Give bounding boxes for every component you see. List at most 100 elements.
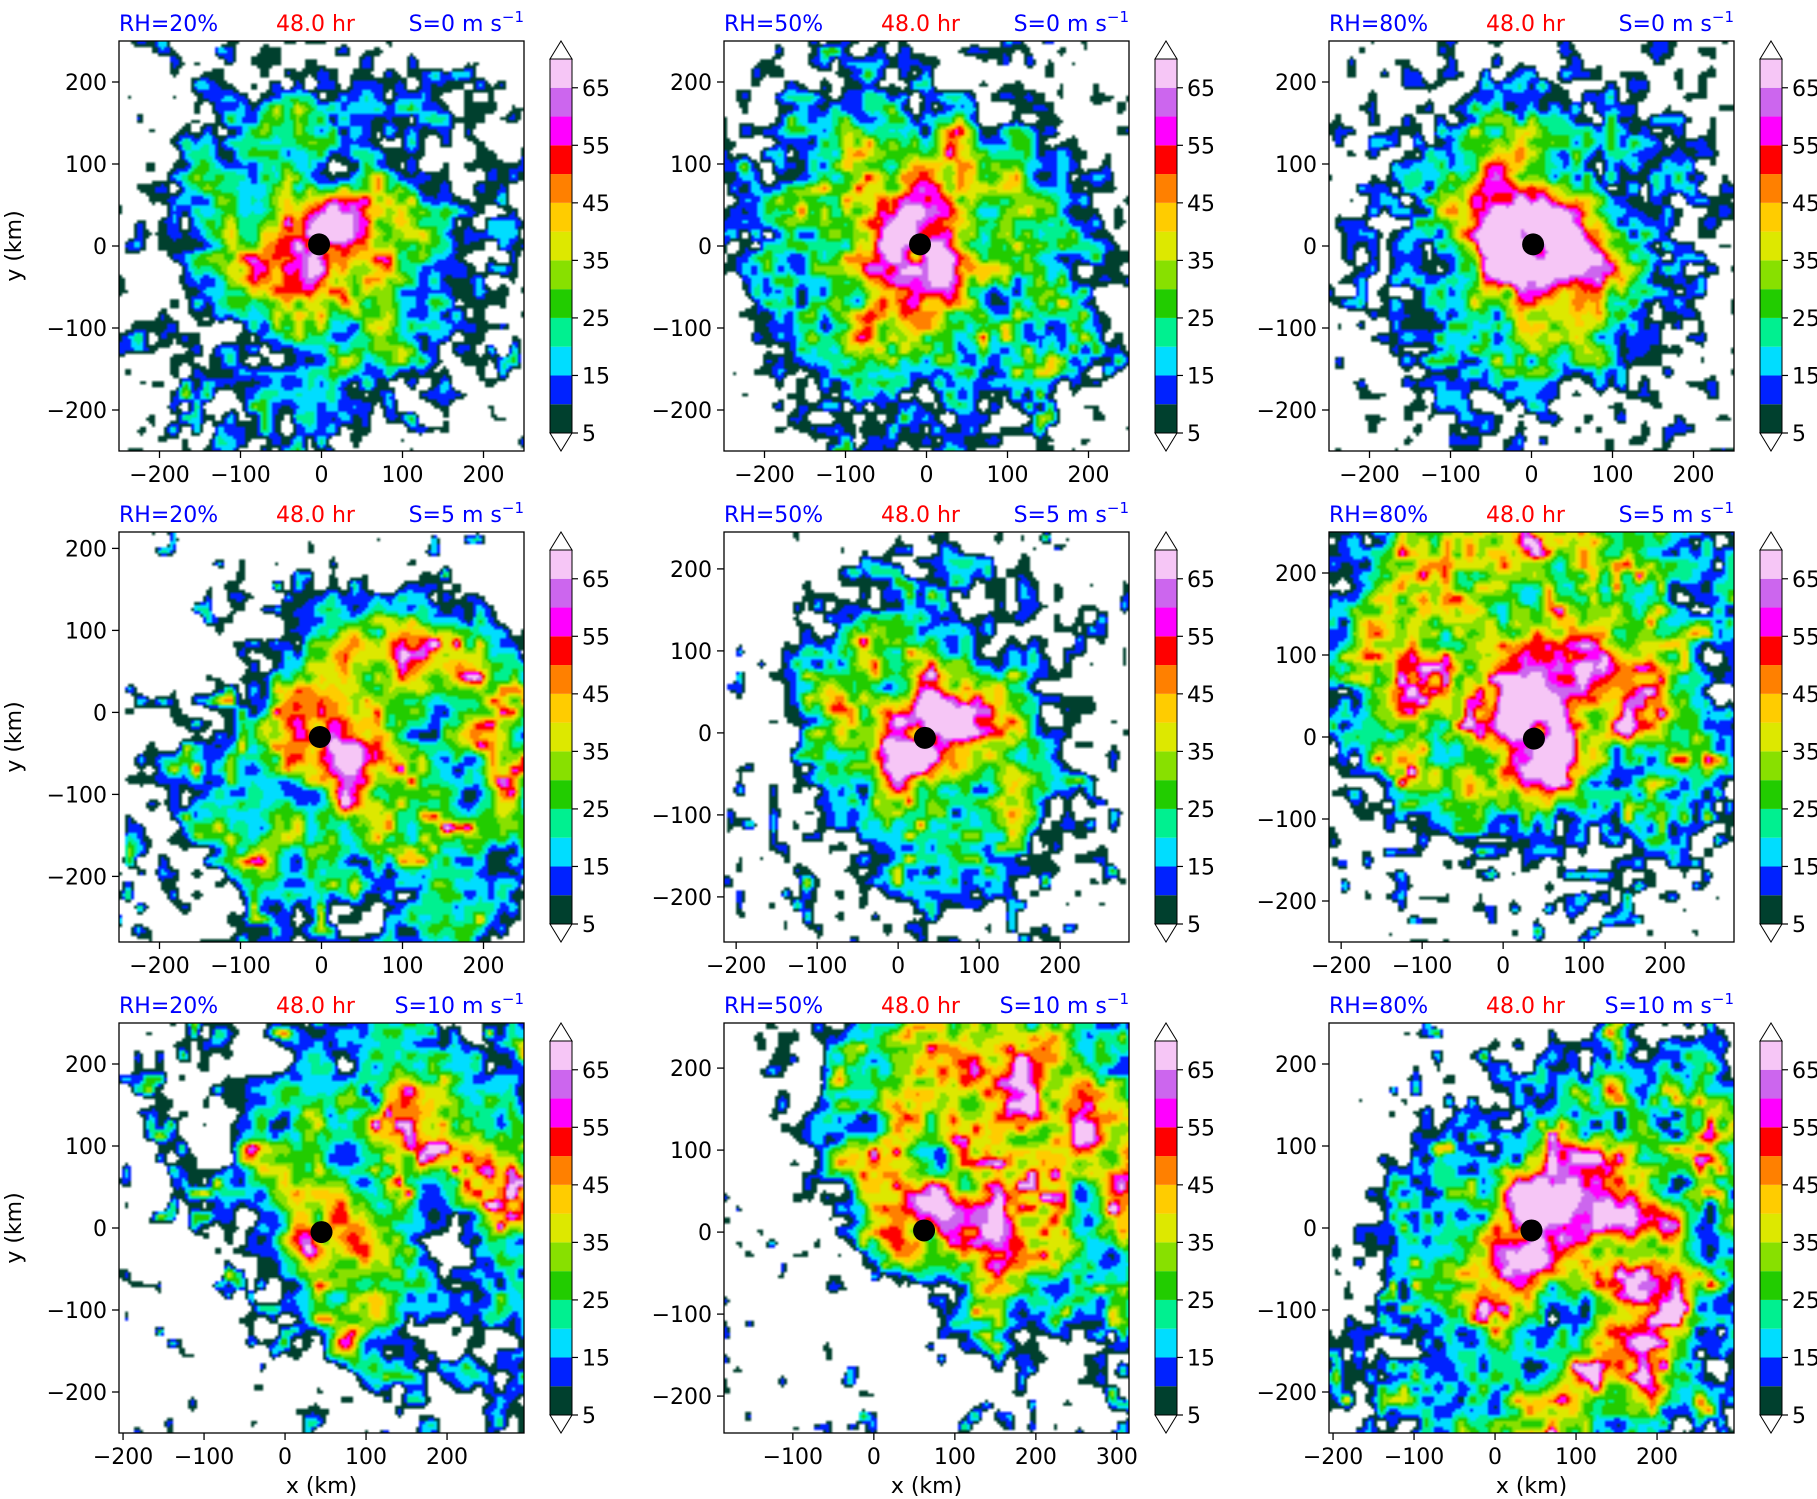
colorbar-swatch xyxy=(550,1184,572,1214)
colorbar-extend-max xyxy=(1759,531,1783,551)
y-tick-label: −200 xyxy=(47,1381,107,1406)
colorbar-tick-label: 5 xyxy=(582,422,596,447)
colorbar-tick-label: 25 xyxy=(582,1289,610,1314)
y-tick-label: 100 xyxy=(1275,153,1317,178)
colorbar-swatch xyxy=(550,1242,572,1272)
colorbar: 5 15 25 35 45 55 65 xyxy=(1759,1022,1817,1434)
y-tick-label: 0 xyxy=(698,722,712,747)
colorbar-tick-label: 5 xyxy=(1187,1404,1201,1429)
colorbar-tick-label: 35 xyxy=(582,1231,610,1256)
panel-rh20-s0: −200 −100 0 100 200 −200 −100 0 100 200 y (km) RH=2… xyxy=(2,8,610,488)
colorbar-tick-label: 25 xyxy=(582,307,610,332)
colorbar-frame xyxy=(1759,58,1783,434)
colorbar-tick-label: 55 xyxy=(1187,625,1215,650)
colorbar-swatch xyxy=(550,837,572,867)
colorbar-tick-label: 45 xyxy=(1187,192,1215,217)
colorbar-tick-label: 45 xyxy=(1792,683,1817,708)
y-tick-label: 200 xyxy=(670,71,712,96)
panel-rh80-s0: −200 −100 0 100 200 −200 −100 0 100 200 RH=80% 48.0… xyxy=(1257,8,1817,488)
colorbar-tick-label: 65 xyxy=(582,568,610,593)
colorbar-swatch xyxy=(550,1271,572,1300)
title-rh: RH=20% xyxy=(119,12,218,37)
colorbar-extend-max xyxy=(1759,1022,1783,1042)
colorbar-extend-min xyxy=(549,432,573,452)
colorbar-swatch xyxy=(1155,722,1177,752)
colorbar-extend-max xyxy=(1154,531,1178,551)
colorbar-tick-label: 25 xyxy=(1187,307,1215,332)
colorbar-swatch xyxy=(550,1069,572,1099)
colorbar-swatch xyxy=(1760,375,1782,405)
title-time: 48.0 hr xyxy=(881,503,961,528)
colorbar-tick-label: 5 xyxy=(1792,422,1806,447)
colorbar-tick-label: 5 xyxy=(1792,913,1806,938)
colorbar: 5 15 25 35 45 55 65 xyxy=(549,40,610,452)
y-tick-label: −100 xyxy=(47,1299,107,1324)
x-tick-label: 0 xyxy=(891,954,905,979)
colorbar-tick-label: 35 xyxy=(582,740,610,765)
y-tick-label: 100 xyxy=(1275,644,1317,669)
colorbar-swatch xyxy=(1760,346,1782,376)
colorbar-tick-label: 5 xyxy=(582,913,596,938)
storm-center-marker xyxy=(1520,1219,1543,1242)
colorbar-swatch xyxy=(1155,1328,1177,1358)
storm-center-marker xyxy=(308,726,331,748)
x-tick-label: −100 xyxy=(210,463,270,488)
colorbar-extend-max xyxy=(549,531,573,551)
colorbar-extend-min xyxy=(1154,432,1178,452)
colorbar-swatch xyxy=(550,1127,572,1157)
colorbar-frame xyxy=(549,58,573,434)
y-tick-label: −200 xyxy=(1257,399,1317,424)
colorbar-tick-label: 65 xyxy=(582,1059,610,1084)
y-tick-label: −200 xyxy=(1257,1381,1317,1406)
colorbar-swatch xyxy=(550,1386,572,1415)
y-tick-label: −200 xyxy=(652,1385,712,1410)
storm-center-marker xyxy=(913,1219,936,1242)
x-tick-label: 200 xyxy=(426,1445,468,1470)
y-tick-label: −200 xyxy=(652,399,712,424)
panel-rh50-s0: −200 −100 0 100 200 −200 −100 0 100 200 RH=50% 48.0… xyxy=(652,8,1215,488)
y-tick-label: 100 xyxy=(670,153,712,178)
colorbar-swatch xyxy=(1155,895,1177,924)
colorbar-swatch xyxy=(1155,1213,1177,1243)
colorbar-swatch xyxy=(550,174,572,203)
colorbar-frame xyxy=(1154,549,1178,925)
x-tick-label: 300 xyxy=(1096,1445,1138,1470)
colorbar-tick-label: 25 xyxy=(1187,798,1215,823)
x-tick-label: −100 xyxy=(787,954,847,979)
colorbar-swatch xyxy=(1155,59,1177,88)
x-tick-label: 100 xyxy=(345,1445,387,1470)
colorbar-swatch xyxy=(1155,1127,1177,1157)
colorbar-swatch xyxy=(1760,317,1782,347)
colorbar-swatch xyxy=(1760,1069,1782,1099)
colorbar-swatch xyxy=(550,260,572,290)
title-shear: S=0 m s−1 xyxy=(1014,8,1129,37)
colorbar-swatch xyxy=(1760,1184,1782,1214)
y-tick-label: 100 xyxy=(1275,1135,1317,1160)
colorbar-swatch xyxy=(550,607,572,637)
colorbar-tick-label: 5 xyxy=(1187,422,1201,447)
colorbar-swatch xyxy=(1155,1242,1177,1272)
title-shear: S=10 m s−1 xyxy=(1605,990,1734,1019)
colorbar-swatch xyxy=(1760,1156,1782,1185)
colorbar-extend-max xyxy=(1759,40,1783,60)
colorbar-swatch xyxy=(1155,550,1177,579)
colorbar-tick-label: 55 xyxy=(1792,134,1817,159)
colorbar: 5 15 25 35 45 55 65 xyxy=(1154,40,1215,452)
x-tick-label: 200 xyxy=(1644,954,1686,979)
colorbar-tick-label: 45 xyxy=(582,683,610,708)
colorbar-tick-label: 35 xyxy=(1187,740,1215,765)
colorbar-swatch xyxy=(1155,375,1177,405)
x-tick-label: 0 xyxy=(867,1445,881,1470)
colorbar-swatch xyxy=(550,1299,572,1329)
colorbar-swatch xyxy=(1155,404,1177,433)
colorbar-tick-label: 5 xyxy=(1792,1404,1806,1429)
colorbar-swatch xyxy=(1155,87,1177,117)
colorbar: 5 15 25 35 45 55 65 xyxy=(549,531,610,943)
x-tick-label: −200 xyxy=(1303,1445,1363,1470)
colorbar-swatch xyxy=(1760,808,1782,838)
y-axis-label: y (km) xyxy=(2,1192,27,1263)
x-tick-label: 100 xyxy=(958,954,1000,979)
title-time: 48.0 hr xyxy=(276,994,356,1019)
colorbar-swatch xyxy=(550,346,572,376)
y-tick-label: 200 xyxy=(65,1053,107,1078)
